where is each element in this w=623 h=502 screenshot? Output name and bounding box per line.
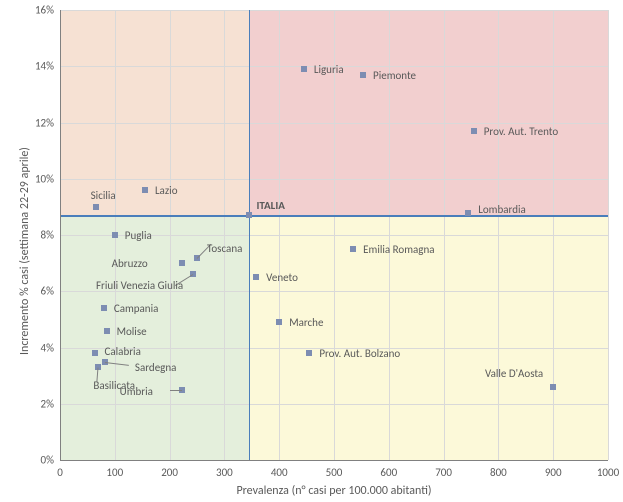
gridline-h	[60, 10, 608, 11]
data-point	[142, 187, 148, 193]
data-point	[112, 232, 118, 238]
point-label: Abruzzo	[112, 258, 148, 269]
x-tick-label: 900	[545, 466, 562, 479]
data-point	[471, 128, 477, 134]
gridline-h	[60, 123, 608, 124]
x-tick-label: 0	[57, 466, 63, 479]
data-point	[276, 319, 282, 325]
x-tick-label: 200	[161, 466, 178, 479]
y-tick-label: 8%	[41, 229, 54, 242]
point-label: Sardegna	[135, 362, 177, 373]
y-tick-label: 6%	[41, 285, 54, 298]
y-tick-label: 0%	[41, 454, 54, 467]
y-axis-title: Incremento % casi (settimana 22-29 april…	[18, 147, 32, 355]
point-label: Puglia	[125, 230, 152, 241]
plot-area: Sicilia Lazio Liguria Piemonte Prov. Aut. Tr…	[60, 10, 608, 460]
point-label: Campania	[114, 303, 159, 314]
point-label: Lazio	[155, 185, 178, 196]
data-point	[92, 350, 98, 356]
y-tick-label: 14%	[35, 60, 54, 73]
x-tick-label: 700	[435, 466, 452, 479]
point-label: Sicilia	[91, 190, 116, 201]
data-point	[306, 350, 312, 356]
gridline-v	[608, 10, 609, 460]
point-label: Veneto	[266, 272, 298, 283]
leader-line	[170, 390, 182, 391]
point-label: Friuli Venezia Giulia	[96, 280, 183, 291]
point-label: Umbria	[120, 386, 153, 397]
point-label: Valle D'Aosta	[485, 368, 543, 379]
x-tick-label: 400	[271, 466, 288, 479]
x-axis-line	[60, 460, 608, 461]
y-tick-label: 12%	[35, 116, 54, 129]
y-axis-line	[60, 10, 61, 460]
data-point	[179, 260, 185, 266]
x-tick-label: 1000	[597, 466, 619, 479]
y-tick-label: 10%	[35, 172, 54, 185]
data-point	[246, 212, 252, 218]
data-point	[104, 328, 110, 334]
ref-line-vertical	[249, 10, 251, 460]
point-label: Liguria	[314, 64, 344, 75]
gridline-h	[60, 404, 608, 405]
point-label: Emilia Romagna	[363, 244, 434, 255]
point-label: Calabria	[105, 346, 141, 357]
data-point	[465, 210, 471, 216]
point-label: Lombardia	[478, 204, 526, 215]
x-axis-title: Prevalenza (n° casi per 100.000 abitanti…	[236, 484, 431, 498]
y-tick-label: 4%	[41, 341, 54, 354]
data-point	[350, 246, 356, 252]
point-label: Toscana	[207, 243, 242, 254]
gridline-h	[60, 179, 608, 180]
y-tick-label: 2%	[41, 397, 54, 410]
point-label: Molise	[117, 326, 147, 337]
x-tick-label: 800	[490, 466, 507, 479]
point-label: Piemonte	[373, 70, 416, 81]
data-point	[550, 384, 556, 390]
data-point	[253, 274, 259, 280]
point-label: Marche	[289, 317, 323, 328]
data-point	[93, 204, 99, 210]
data-point	[360, 72, 366, 78]
y-tick-label: 16%	[35, 4, 54, 17]
point-label: Prov. Aut. Bolzano	[319, 348, 400, 359]
point-label: Prov. Aut. Trento	[484, 126, 558, 137]
data-point	[101, 305, 107, 311]
point-label: ITALIA	[257, 200, 285, 211]
data-point	[301, 66, 307, 72]
x-tick-label: 300	[216, 466, 233, 479]
ref-line-horizontal	[60, 215, 608, 217]
x-tick-label: 500	[326, 466, 343, 479]
x-tick-label: 100	[106, 466, 123, 479]
x-tick-label: 600	[380, 466, 397, 479]
